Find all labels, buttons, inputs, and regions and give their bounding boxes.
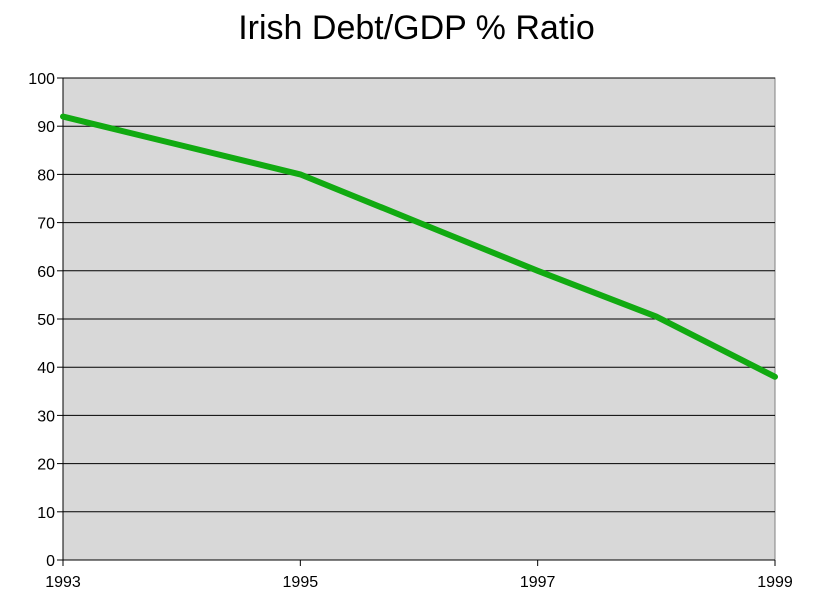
y-tick-label-80: 80 [37, 167, 55, 184]
y-tick-label-90: 90 [37, 119, 55, 136]
series-layer [60, 113, 778, 380]
x-tick-label-1995: 1995 [283, 574, 319, 591]
y-tick-label-100: 100 [28, 71, 55, 88]
x-tick-label-1999: 1999 [757, 574, 793, 591]
y-tick-label-30: 30 [37, 408, 55, 425]
y-tick-label-70: 70 [37, 216, 55, 233]
x-tick-label-1997: 1997 [520, 574, 556, 591]
chart-title: Irish Debt/GDP % Ratio [238, 9, 595, 47]
y-tick-label-50: 50 [37, 312, 55, 329]
x-tick-label-1993: 1993 [45, 574, 81, 591]
y-tick-label-60: 60 [37, 264, 55, 281]
y-tick-label-10: 10 [37, 505, 55, 522]
tick-labels: 0 10 20 30 40 50 60 70 80 90 100 1993 1995 1997 1999 [28, 71, 793, 591]
y-tick-label-20: 20 [37, 457, 55, 474]
y-tick-label-0: 0 [46, 553, 55, 570]
series-line-0 [60, 113, 778, 380]
axes [57, 77, 776, 566]
y-tick-label-40: 40 [37, 360, 55, 377]
